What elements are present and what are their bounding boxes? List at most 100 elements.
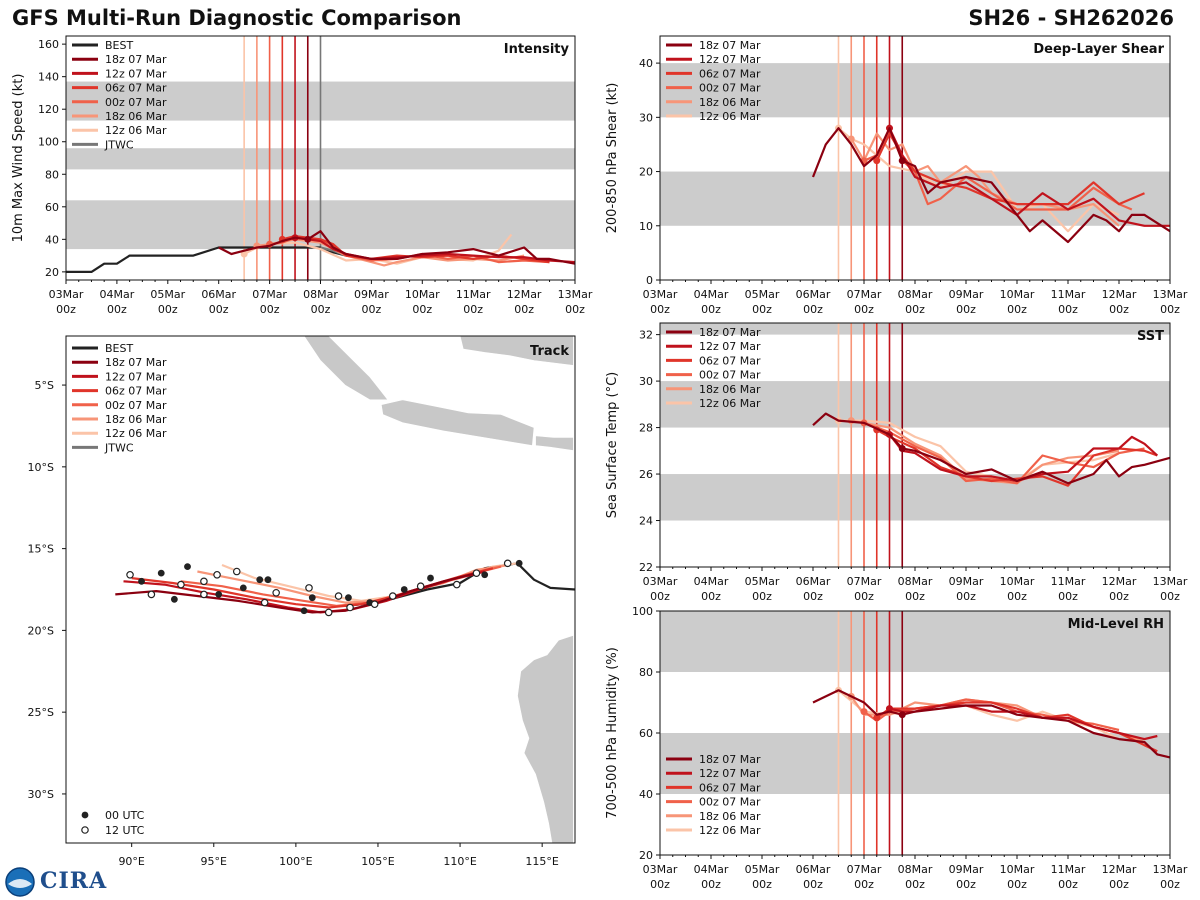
sst-ytick-label: 22: [639, 561, 653, 574]
track-line-18z-06-mar: [197, 563, 510, 604]
track-marker-00utc: [345, 594, 352, 602]
track-marker-12utc: [200, 577, 208, 586]
shear-ytick-label: 20: [639, 166, 653, 179]
track-marker-12utc: [503, 559, 512, 568]
intensity-xtick-label: 10Mar: [405, 288, 440, 301]
shear-band-0: [660, 171, 1170, 226]
rh-xtick-label: 04Mar: [694, 863, 729, 876]
rh-xtick-sublabel: 00z: [956, 878, 976, 891]
intensity-legend-label-00z-07-mar: 00z 07 Mar: [105, 96, 167, 109]
intensity-xtick-label: 04Mar: [100, 288, 135, 301]
rh-legend-label-00z-07-mar: 00z 07 Mar: [699, 796, 761, 809]
intensity-ytick-label: 60: [45, 201, 59, 214]
rh-panel: 03Mar 00z 04Mar 00z 05Mar 00z 06Mar 00z 07Mar 00z…: [605, 605, 1188, 891]
sumatra-land: [303, 335, 389, 401]
rh-xtick-sublabel: 00z: [1058, 878, 1078, 891]
shear-title: Deep-Layer Shear: [1033, 42, 1164, 57]
intensity-ytick-label: 160: [38, 38, 59, 51]
track-marker-12utc: [388, 592, 397, 600]
intensity-legend-label-18z-07-mar: 18z 07 Mar: [105, 53, 167, 66]
track-marker-00utc: [170, 595, 178, 603]
rh-ylabel: 700-500 hPa Humidity (%): [605, 647, 620, 819]
shear-xtick-sublabel: 00z: [803, 303, 823, 316]
sst-band-2: [660, 323, 1170, 335]
sst-legend-label-12z-06-mar: 12z 06 Mar: [699, 397, 761, 410]
sst-xtick-label: 06Mar: [796, 575, 831, 588]
track-marker-12utc: [324, 608, 333, 617]
shear-xtick-sublabel: 00z: [701, 303, 721, 316]
rh-xtick-sublabel: 00z: [1160, 878, 1180, 891]
intensity-xtick-label: 07Mar: [252, 288, 287, 301]
sst-init-marker-18z-07-mar: [898, 444, 906, 452]
sst-xtick-label: 05Mar: [745, 575, 780, 588]
track-title: Track: [530, 344, 569, 359]
sst-legend-label-06z-07-mar: 06z 07 Mar: [699, 354, 761, 367]
track-marker-00utc: [264, 576, 272, 584]
figure-title: GFS Multi-Run Diagnostic Comparison: [12, 6, 462, 30]
shear-series-18z-07-mar: [811, 127, 1171, 244]
intensity-xtick-label: 09Mar: [354, 288, 389, 301]
sst-xtick-sublabel: 00z: [752, 590, 772, 603]
shear-xtick-label: 03Mar: [643, 288, 678, 301]
track-lon-label: 95°E: [201, 855, 227, 868]
track-legend-label-12z-07-mar: 12z 07 Mar: [105, 370, 167, 383]
rh-xtick-label: 06Mar: [796, 863, 831, 876]
track-marker-00utc: [138, 577, 145, 585]
shear-ylabel: 200-850 hPa Shear (kt): [605, 83, 620, 234]
track-lat-label: 25°S: [28, 706, 54, 719]
rh-init-marker-00z-07-mar: [860, 708, 868, 716]
track-marker-00utc: [300, 607, 308, 615]
track-lon-label: 115°E: [525, 855, 558, 868]
shear-xtick-label: 07Mar: [847, 288, 882, 301]
track-marker-00utc: [427, 574, 434, 582]
rh-xtick-sublabel: 00z: [752, 878, 772, 891]
track-marker-00utc: [157, 569, 165, 577]
track-marker-12utc: [260, 598, 269, 607]
shear-xtick-sublabel: 00z: [752, 303, 772, 316]
intensity-xtick-label: 03Mar: [49, 288, 84, 301]
intensity-legend-label-best: BEST: [105, 39, 133, 52]
shear-series-12z-06-mar: [837, 127, 1120, 233]
sst-xtick-sublabel: 00z: [905, 590, 925, 603]
rh-ytick-label: 80: [639, 666, 653, 679]
track-lat-label: 20°S: [28, 624, 54, 637]
track-legend-label-18z-06-mar: 18z 06 Mar: [105, 413, 167, 426]
shear-xtick-label: 04Mar: [694, 288, 729, 301]
intensity-ylabel: 10m Max Wind Speed (kt): [11, 74, 26, 243]
shear-xtick-sublabel: 00z: [905, 303, 925, 316]
sst-series-00z-07-mar: [863, 421, 1145, 485]
rh-init-marker-06z-07-mar: [873, 714, 881, 722]
rh-legend-label-06z-07-mar: 06z 07 Mar: [699, 781, 761, 794]
sst-ytick-label: 28: [639, 422, 653, 435]
intensity-ytick-label: 120: [38, 103, 59, 116]
rh-series-18z-07-mar: [812, 689, 1171, 759]
sst-legend-label-12z-07-mar: 12z 07 Mar: [699, 340, 761, 353]
track-legend-label-06z-07-mar: 06z 07 Mar: [105, 385, 167, 398]
sst-xtick-sublabel: 00z: [1109, 590, 1129, 603]
shear-xtick-label: 12Mar: [1102, 288, 1137, 301]
sst-xtick-sublabel: 00z: [1160, 590, 1180, 603]
sst-title: SST: [1137, 329, 1164, 344]
marker-legend-12utc-symbol: [81, 826, 89, 834]
shear-ytick-label: 0: [646, 274, 653, 287]
track-frame: [65, 335, 576, 844]
track-marker-12utc: [177, 580, 185, 589]
rh-xtick-sublabel: 00z: [905, 878, 925, 891]
track-marker-12utc: [126, 570, 134, 579]
intensity-legend-label-jtwc: JTWC: [104, 138, 134, 151]
rh-xtick-label: 09Mar: [949, 863, 984, 876]
bali-lombok-land: [535, 435, 574, 451]
sst-band-1: [660, 381, 1170, 428]
rh-legend-label-12z-07-mar: 12z 07 Mar: [699, 767, 761, 780]
sst-xtick-label: 12Mar: [1102, 575, 1137, 588]
track-marker-12utc: [200, 590, 208, 599]
intensity-ytick-label: 100: [38, 136, 59, 149]
shear-legend-label-18z-07-mar: 18z 07 Mar: [699, 39, 761, 52]
rh-ytick-label: 60: [639, 727, 653, 740]
intensity-xtick-sublabel: 00z: [311, 303, 331, 316]
intensity-ytick-label: 140: [38, 71, 59, 84]
track-lon-label: 90°E: [118, 855, 144, 868]
rh-xtick-sublabel: 00z: [701, 878, 721, 891]
sst-xtick-sublabel: 00z: [1058, 590, 1078, 603]
track-panel: 90°E 95°E 100°E 105°E 110°E 115°E 5°S 10°S 15°S 2…: [28, 335, 576, 868]
